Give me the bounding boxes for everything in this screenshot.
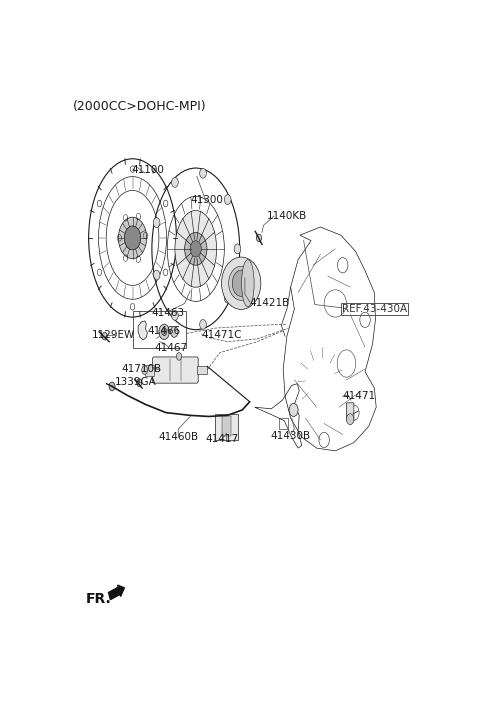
Circle shape: [177, 352, 181, 360]
Bar: [279, 418, 288, 429]
Text: 41466: 41466: [147, 325, 180, 336]
Text: 41463: 41463: [151, 308, 184, 318]
Ellipse shape: [228, 266, 253, 301]
Circle shape: [170, 326, 178, 337]
Circle shape: [171, 177, 178, 187]
Text: 41471C: 41471C: [202, 330, 242, 340]
FancyBboxPatch shape: [347, 403, 354, 420]
Circle shape: [234, 244, 241, 254]
Circle shape: [162, 328, 167, 335]
Circle shape: [102, 333, 107, 340]
Bar: [222, 416, 231, 436]
Circle shape: [289, 403, 298, 416]
Bar: [144, 364, 154, 376]
Text: (2000CC>DOHC-MPI): (2000CC>DOHC-MPI): [73, 101, 207, 113]
Circle shape: [153, 270, 160, 280]
Text: 41421B: 41421B: [250, 298, 290, 308]
Polygon shape: [138, 321, 147, 340]
Text: 41710B: 41710B: [121, 364, 161, 374]
Text: 41300: 41300: [191, 195, 223, 205]
Circle shape: [185, 233, 207, 265]
Text: 41430B: 41430B: [271, 430, 311, 440]
Ellipse shape: [175, 211, 216, 287]
Text: REF.43-430A: REF.43-430A: [342, 304, 407, 314]
Circle shape: [224, 194, 231, 204]
Circle shape: [190, 240, 202, 257]
Circle shape: [171, 311, 178, 320]
Bar: [132, 311, 186, 348]
Circle shape: [109, 382, 115, 391]
Circle shape: [124, 226, 141, 250]
Circle shape: [200, 168, 206, 178]
Circle shape: [256, 234, 262, 242]
FancyBboxPatch shape: [153, 357, 198, 383]
Circle shape: [232, 270, 250, 296]
Bar: [197, 367, 207, 374]
Circle shape: [159, 324, 169, 340]
Text: 41417: 41417: [205, 434, 239, 444]
Text: 1129EW: 1129EW: [92, 330, 135, 340]
Circle shape: [153, 218, 160, 228]
Circle shape: [200, 320, 206, 330]
Circle shape: [137, 379, 142, 386]
Circle shape: [119, 217, 147, 259]
Text: 41100: 41100: [131, 164, 164, 174]
Circle shape: [224, 294, 231, 303]
Text: 41467: 41467: [155, 343, 188, 353]
Text: 41460B: 41460B: [158, 432, 198, 442]
Text: 1140KB: 1140KB: [266, 211, 307, 221]
Text: 1339GA: 1339GA: [115, 377, 157, 387]
Ellipse shape: [241, 259, 254, 307]
Bar: [216, 414, 238, 440]
Ellipse shape: [222, 257, 261, 309]
Text: FR.: FR.: [85, 592, 111, 606]
Text: 41471: 41471: [343, 391, 376, 401]
Circle shape: [142, 366, 148, 374]
FancyArrow shape: [108, 585, 124, 600]
Circle shape: [347, 414, 354, 425]
